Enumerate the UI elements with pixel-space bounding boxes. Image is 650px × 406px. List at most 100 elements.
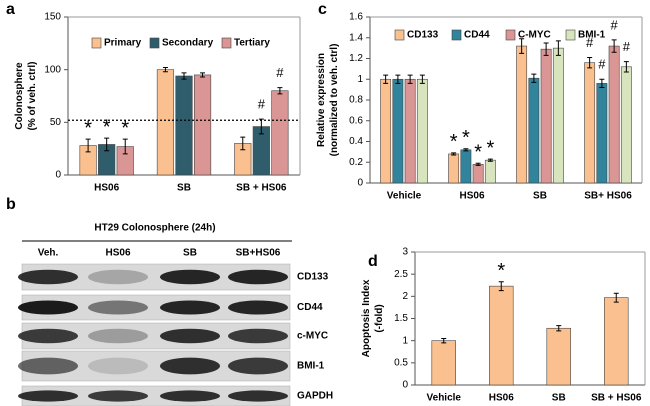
bar [392,78,404,184]
significance-marker: # [598,57,606,72]
error-bar [623,61,629,73]
bar [404,78,416,184]
blot-band [18,390,78,402]
error-bar [162,67,168,73]
blot-band [160,269,220,285]
legend-label: CD133 [407,30,439,41]
bar [540,48,552,184]
blot-band [18,357,78,375]
y-axis-title-line: (-fold) [374,304,385,332]
y-axis-title-line: Colonosphere [14,62,25,130]
y-axis-title: Apoptosis Index (-fold) [361,279,385,357]
bar [431,340,456,386]
bar [516,45,528,184]
panel-label: c [318,1,327,18]
error-bar [258,118,264,135]
error-bar [395,74,401,84]
panel-label: d [368,253,378,270]
y-axis-title: Relative expression (normalized to veh. c… [316,44,340,157]
error-bar [613,292,619,303]
significance-marker: # [611,17,619,32]
error-bar [611,39,617,53]
error-bar [543,42,549,56]
blot-band [228,328,288,344]
error-bar [498,281,504,292]
x-tick-label: HS06 [489,393,514,404]
blot-band [88,269,148,285]
bar [156,69,175,176]
bar [489,285,514,386]
bar [380,78,392,184]
legend-swatch [565,29,576,41]
panel-label: b [6,196,16,213]
legend-label: Secondary [162,38,214,49]
y-tick-label: 50 [50,117,62,128]
bar [416,78,428,184]
y-tick-label: 0.2 [349,157,363,168]
bar [448,153,460,184]
x-tick-label: Vehicle [427,393,462,404]
lane-label: SB [183,248,197,259]
error-bar [277,87,283,95]
blot-band [228,300,288,315]
y-tick-label: 1.4 [349,32,363,43]
lane-label: SB+HS06 [236,248,281,259]
protein-label: BMI-1 [297,361,325,372]
bar [484,159,496,184]
legend-swatch [451,29,462,41]
significance-marker: # [586,35,594,50]
error-bar [419,74,425,84]
protein-label: GAPDH [297,391,333,402]
x-tick-label: SB + HS06 [591,393,642,404]
blot-band [88,390,148,402]
y-tick-label: 1.5 [394,313,408,324]
error-bar [122,138,128,155]
bar [528,77,540,184]
blot-band [160,328,220,344]
y-axis-title-line: Relative expression [316,53,327,147]
legend-label: C-MYC [518,30,551,41]
error-bar [451,152,457,156]
bar [552,47,564,184]
panel-label: a [6,1,15,18]
blot-band [160,390,220,402]
x-tick-label: SB [533,191,547,202]
error-bar [441,337,447,344]
significance-marker: * [121,117,129,139]
x-tick-label: HS06 [459,191,484,202]
significance-marker: * [474,142,482,164]
bar [271,90,289,176]
error-bar [556,325,562,332]
error-bar [519,38,525,54]
error-bar [475,162,481,166]
y-axis-title: Colonosphere (% of veh. ctrl) [14,62,38,131]
error-bar [104,137,110,152]
y-tick-label: 0.8 [349,95,363,106]
significance-marker: # [276,65,284,80]
legend-label: Primary [104,38,142,49]
x-tick-label: Vehicle [387,191,422,202]
significance-marker: * [84,117,92,139]
y-tick-label: 0.5 [394,357,408,368]
blot-band [18,300,78,315]
y-tick-label: 1.2 [349,53,363,64]
y-tick-label: 2.5 [394,269,408,280]
y-tick-label: 0.4 [349,136,363,147]
y-tick-label: 150 [44,12,61,23]
legend-swatch [91,37,102,49]
x-tick-label: SB [177,183,191,194]
y-tick-label: 0.6 [349,115,363,126]
error-bar [407,74,413,84]
error-bar [487,158,493,162]
bar [460,149,472,184]
significance-marker: * [462,127,470,149]
blot-band [228,390,288,402]
x-tick-label: HS06 [94,183,119,194]
blot-band [88,300,148,315]
significance-marker: # [258,97,266,112]
legend-swatch [394,29,405,41]
x-tick-label: SB+ HS06 [584,191,632,202]
protein-label: CD44 [297,302,323,313]
bar [608,45,620,184]
legend-swatch [505,29,516,41]
